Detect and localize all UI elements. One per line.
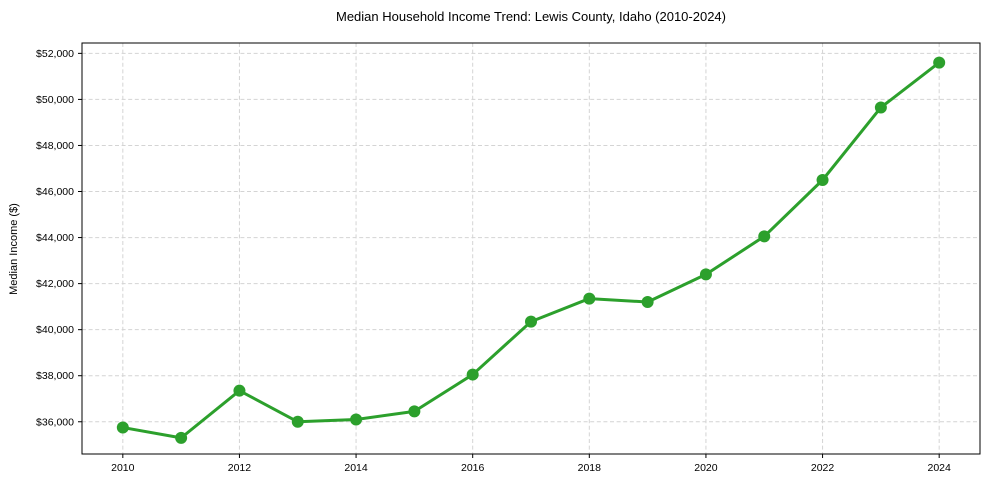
data-point: [933, 56, 946, 69]
y-tick-label: $44,000: [36, 232, 74, 244]
x-tick-label: 2020: [694, 462, 718, 474]
data-point: [641, 296, 654, 309]
y-tick-label: $52,000: [36, 48, 74, 60]
x-tick-label: 2012: [228, 462, 252, 474]
data-point: [583, 292, 596, 305]
data-point: [116, 421, 129, 434]
x-tick-label: 2024: [928, 462, 952, 474]
data-point: [350, 413, 363, 426]
y-tick-label: $42,000: [36, 278, 74, 290]
x-tick-label: 2018: [578, 462, 602, 474]
y-tick-label: $50,000: [36, 94, 74, 106]
y-tick-label: $46,000: [36, 186, 74, 198]
data-point: [758, 230, 771, 243]
x-tick-label: 2022: [811, 462, 835, 474]
y-tick-label: $48,000: [36, 140, 74, 152]
y-tick-label: $36,000: [36, 416, 74, 428]
data-point: [816, 174, 829, 186]
y-tick-label: $40,000: [36, 324, 74, 336]
chart-title: Median Household Income Trend: Lewis Cou…: [336, 9, 726, 24]
data-point: [699, 268, 712, 281]
data-point: [291, 415, 304, 428]
data-point: [874, 101, 887, 114]
data-point: [408, 405, 421, 418]
x-tick-label: 2010: [111, 462, 135, 474]
x-tick-label: 2014: [344, 462, 368, 474]
data-point: [233, 384, 246, 397]
x-tick-label: 2016: [461, 462, 485, 474]
data-point: [525, 315, 537, 328]
y-tick-label: $38,000: [36, 370, 74, 382]
trend-line: [121, 61, 941, 440]
data-point: [175, 431, 188, 444]
plot-border: [81, 42, 981, 455]
data-point: [466, 368, 479, 381]
